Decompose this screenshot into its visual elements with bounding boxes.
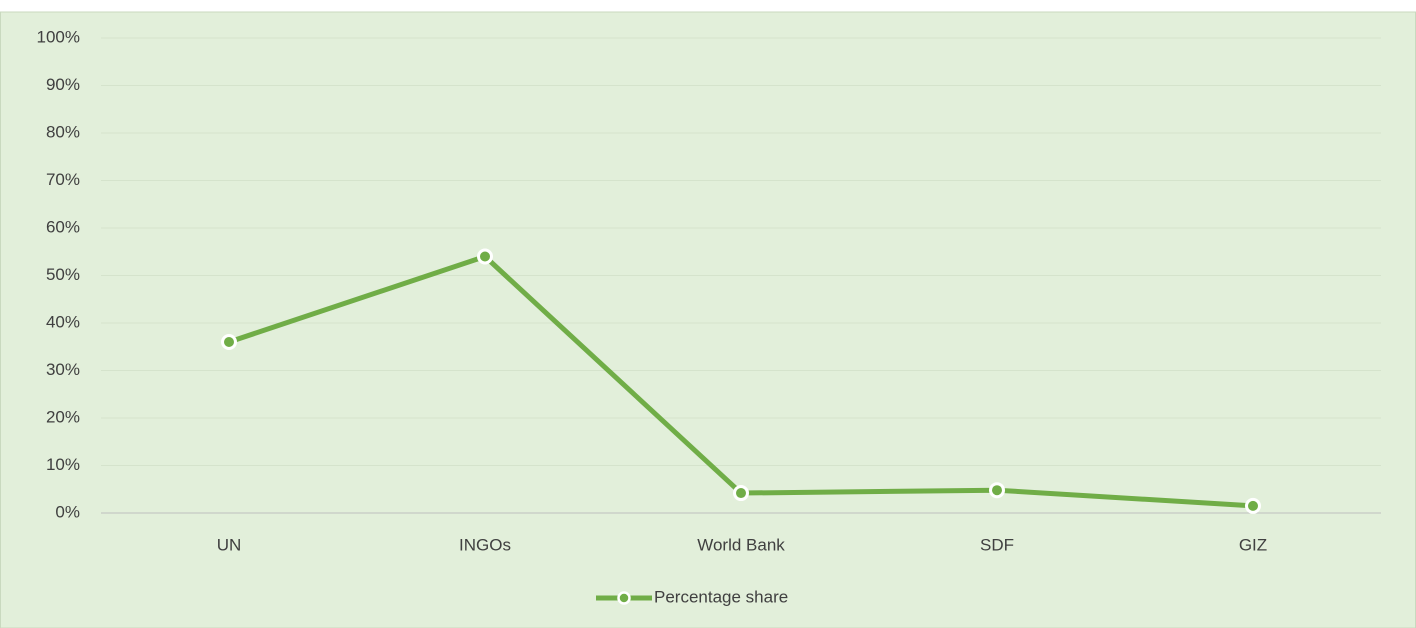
data-point	[221, 334, 237, 350]
y-tick-label: 30%	[46, 360, 80, 379]
y-tick-label: 50%	[46, 265, 80, 284]
data-point	[1245, 497, 1261, 514]
y-tick-label: 100%	[37, 27, 80, 46]
legend-label: Percentage share	[654, 587, 788, 606]
legend-marker	[617, 591, 631, 605]
x-tick-label: SDF	[980, 535, 1014, 554]
chart-background	[0, 11, 1416, 628]
y-tick-label: 40%	[46, 312, 80, 331]
data-point	[989, 482, 1005, 499]
y-tick-label: 70%	[46, 170, 80, 189]
y-tick-label: 90%	[46, 75, 80, 94]
x-tick-label: UN	[217, 535, 242, 554]
y-tick-label: 0%	[55, 502, 80, 521]
y-tick-label: 80%	[46, 122, 80, 141]
x-tick-label: INGOs	[459, 535, 511, 554]
y-tick-label: 60%	[46, 217, 80, 236]
y-tick-label: 20%	[46, 407, 80, 426]
data-point	[733, 485, 749, 502]
x-tick-label: GIZ	[1239, 535, 1267, 554]
y-tick-label: 10%	[46, 455, 80, 474]
data-point	[477, 248, 493, 265]
x-tick-label: World Bank	[697, 535, 785, 554]
